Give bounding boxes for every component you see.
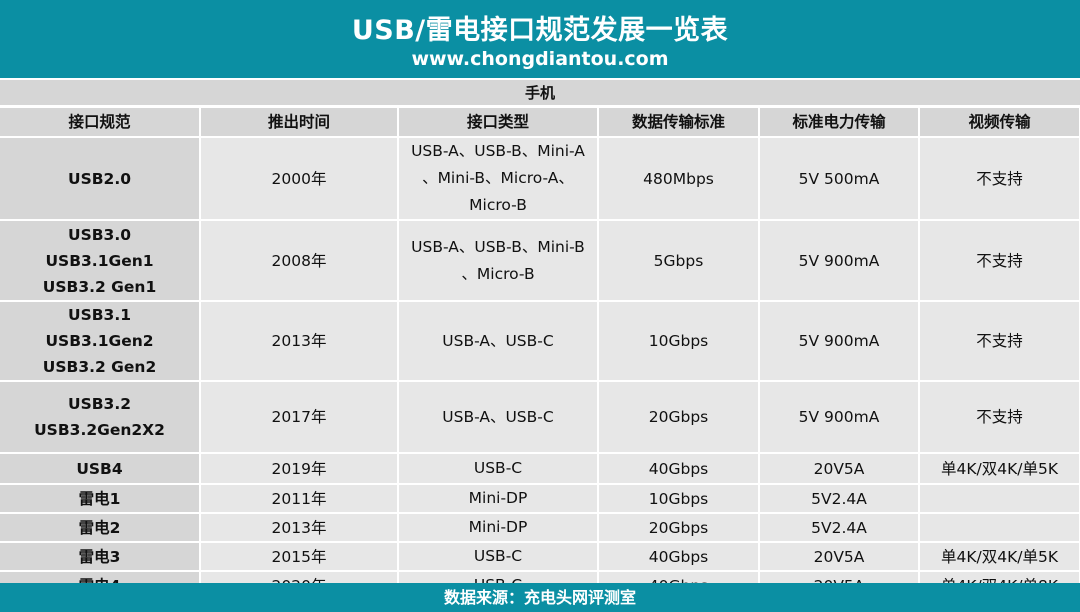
standard-cell: USB3.1 USB3.1Gen2 USB3.2 Gen2 [0, 301, 201, 382]
port-type-cell-line: USB-A、USB-B、Mini-A [411, 142, 585, 160]
year-cell: 2013年 [200, 513, 399, 543]
data-rate-cell: 480Mbps [598, 137, 760, 221]
table-row: USB3.2 USB3.2Gen2X2 2017年 USB-A、USB-C 20Gbps… [0, 381, 1080, 454]
header-banner: USB/雷电接口规范发展一览表 www.chongdiantou.com [0, 0, 1080, 78]
port-type-cell-line: Micro-B [469, 196, 527, 214]
standard-cell-line: 雷电2 [78, 518, 121, 537]
port-type-cell: USB-A、USB-C [398, 381, 599, 454]
video-cell: 不支持 [919, 381, 1080, 454]
data-rate-cell: 40Gbps [598, 453, 760, 485]
standard-cell-line: USB3.2 Gen1 [42, 277, 157, 296]
standard-cell: 雷电1 [0, 484, 201, 514]
standard-cell: 雷电3 [0, 542, 201, 572]
port-type-cell: USB-A、USB-B、Mini-B 、Micro-B [398, 220, 599, 302]
column-header: 视频传输 [919, 108, 1080, 138]
table-row: 雷电2 2013年 Mini-DP 20Gbps 5V2.4A [0, 513, 1080, 543]
table-row: USB3.1 USB3.1Gen2 USB3.2 Gen2 2013年 USB-A、US… [0, 301, 1080, 382]
year-cell: 2000年 [200, 137, 399, 221]
standard-cell-line: USB2.0 [67, 169, 132, 188]
table-row: USB3.0 USB3.1Gen1 USB3.2 Gen1 2008年 USB-A、US… [0, 220, 1080, 302]
table-row: USB2.0 2000年 USB-A、USB-B、Mini-A 、Mini-B、Mic… [0, 137, 1080, 221]
port-type-cell-line: 、Mini-B、Micro-A、 [422, 169, 574, 187]
power-cell: 20V5A [759, 542, 920, 572]
port-type-cell-line: Mini-DP [468, 518, 528, 536]
column-header: 接口类型 [398, 108, 599, 138]
data-rate-cell: 10Gbps [598, 484, 760, 514]
site-url: www.chongdiantou.com [411, 48, 669, 70]
port-type-cell-line: USB-A、USB-B、Mini-B [411, 237, 585, 256]
video-cell [919, 513, 1080, 543]
year-cell: 2015年 [200, 542, 399, 572]
year-cell: 2008年 [200, 220, 399, 302]
table-row: USB4 2019年 USB-C 40Gbps 20V5A 单4K/双4K/单5K [0, 453, 1080, 485]
standard-cell-line: USB4 [76, 459, 123, 478]
port-type-cell-line: USB-C [473, 547, 523, 565]
year-cell: 2011年 [200, 484, 399, 514]
spec-table: 接口规范 推出时间 接口类型 数据传输标准 标准电力传输 视频传输 USB2.0… [0, 108, 1080, 601]
table-header-row: 接口规范 推出时间 接口类型 数据传输标准 标准电力传输 视频传输 [0, 108, 1080, 138]
standard-cell: USB3.2 USB3.2Gen2X2 [0, 381, 201, 454]
port-type-cell: USB-C [398, 453, 599, 485]
section-label: 手机 [0, 80, 1080, 107]
data-rate-cell: 5Gbps [598, 220, 760, 302]
video-cell [919, 484, 1080, 514]
port-type-cell: USB-A、USB-C [398, 301, 599, 382]
table-row: 雷电3 2015年 USB-C 40Gbps 20V5A 单4K/双4K/单5K [0, 542, 1080, 572]
data-rate-cell: 40Gbps [598, 542, 760, 572]
standard-cell-line: USB3.0 [67, 225, 132, 244]
standard-cell-line: USB3.1 [67, 306, 132, 324]
standard-cell: 雷电2 [0, 513, 201, 543]
standard-cell: USB3.0 USB3.1Gen1 USB3.2 Gen1 [0, 220, 201, 302]
power-cell: 5V 500mA [759, 137, 920, 221]
standard-cell-line: 雷电1 [78, 489, 121, 508]
column-header: 接口规范 [0, 108, 201, 138]
standard-cell: USB4 [0, 453, 201, 485]
port-type-cell: USB-A、USB-B、Mini-A 、Mini-B、Micro-A、 Micro-… [398, 137, 599, 221]
power-cell: 20V5A [759, 453, 920, 485]
port-type-cell: Mini-DP [398, 484, 599, 514]
year-cell: 2017年 [200, 381, 399, 454]
column-header: 标准电力传输 [759, 108, 920, 138]
video-cell: 不支持 [919, 137, 1080, 221]
data-rate-cell: 20Gbps [598, 513, 760, 543]
port-type-cell: USB-C [398, 542, 599, 572]
standard-cell-line: 雷电3 [78, 547, 121, 566]
power-cell: 5V 900mA [759, 220, 920, 302]
port-type-cell-line: USB-C [473, 459, 523, 477]
column-header: 数据传输标准 [598, 108, 760, 138]
standard-cell: USB2.0 [0, 137, 201, 221]
year-cell: 2013年 [200, 301, 399, 382]
video-cell: 不支持 [919, 220, 1080, 302]
table-row: 雷电1 2011年 Mini-DP 10Gbps 5V2.4A [0, 484, 1080, 514]
video-cell: 单4K/双4K/单5K [919, 542, 1080, 572]
standard-cell-line: USB3.2 [67, 395, 132, 413]
power-cell: 5V 900mA [759, 381, 920, 454]
year-cell: 2019年 [200, 453, 399, 485]
port-type-cell-line: 、Micro-B [461, 264, 535, 283]
page-title: USB/雷电接口规范发展一览表 [351, 15, 729, 46]
data-rate-cell: 20Gbps [598, 381, 760, 454]
data-rate-cell: 10Gbps [598, 301, 760, 382]
standard-cell-line: USB3.1Gen2 [45, 332, 154, 350]
power-cell: 5V 900mA [759, 301, 920, 382]
port-type-cell-line: USB-A、USB-C [442, 331, 554, 350]
port-type-cell-line: USB-A、USB-C [442, 407, 554, 426]
video-cell: 单4K/双4K/单5K [919, 453, 1080, 485]
column-header: 推出时间 [200, 108, 399, 138]
source-footer: 数据来源：充电头网评测室 [0, 583, 1080, 612]
port-type-cell-line: Mini-DP [468, 489, 528, 507]
power-cell: 5V2.4A [759, 513, 920, 543]
standard-cell-line: USB3.1Gen1 [45, 251, 154, 270]
port-type-cell: Mini-DP [398, 513, 599, 543]
power-cell: 5V2.4A [759, 484, 920, 514]
standard-cell-line: USB3.2Gen2X2 [34, 421, 165, 439]
video-cell: 不支持 [919, 301, 1080, 382]
standard-cell-line: USB3.2 Gen2 [42, 358, 157, 376]
